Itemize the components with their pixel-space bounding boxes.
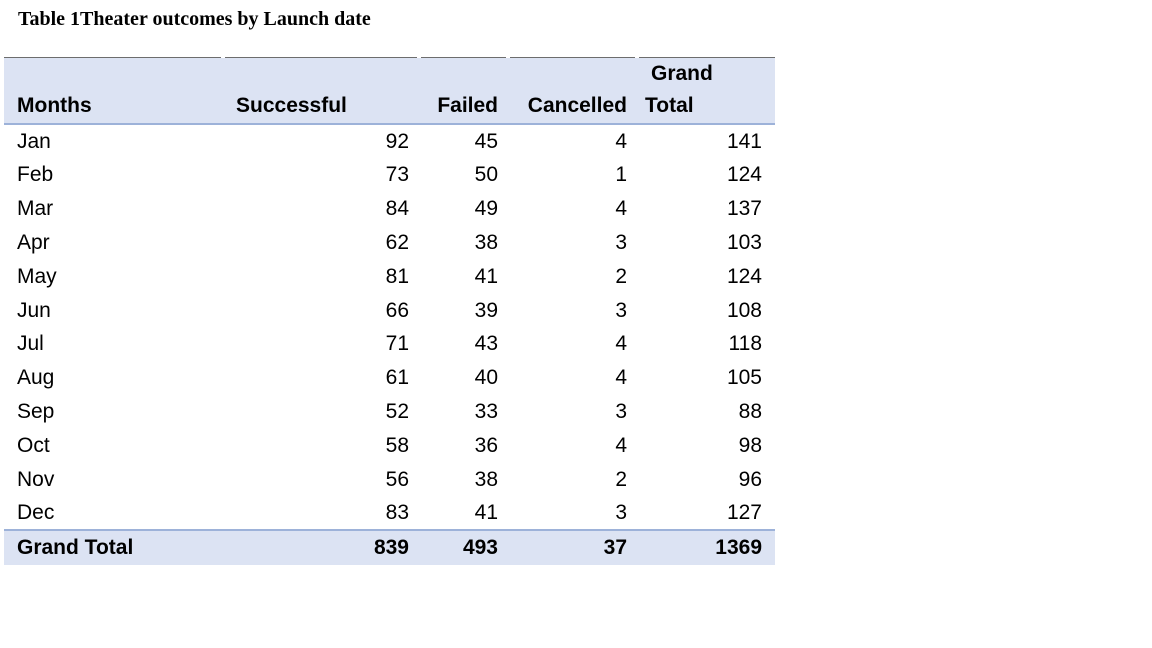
table-row: Jul 71 43 4 118 <box>4 327 775 361</box>
cell-successful: 83 <box>385 500 409 524</box>
table-row: Aug 61 40 4 105 <box>4 361 775 395</box>
grand-total-label: Grand Total <box>4 528 223 565</box>
cell-total: 137 <box>726 197 762 221</box>
header-row: Months Successful Failed Cancelled Grand… <box>4 58 775 125</box>
cell-successful: 61 <box>385 366 409 390</box>
cell-successful: 58 <box>385 433 409 457</box>
pivot-table: Months Successful Failed Cancelled Grand… <box>4 58 775 565</box>
cell-failed: 39 <box>474 298 498 322</box>
header-successful: Successful <box>223 58 419 125</box>
header-grand-total: Grand Total <box>637 58 775 125</box>
table-row: May 81 41 2 124 <box>4 259 775 293</box>
cell-month: Jul <box>17 332 44 356</box>
cell-successful: 62 <box>385 230 409 254</box>
table-row: Apr 62 38 3 103 <box>4 226 775 260</box>
table-row: Oct 58 36 4 98 <box>4 428 775 462</box>
cell-failed: 49 <box>474 197 498 221</box>
cell-month: Aug <box>17 366 55 390</box>
cell-cancelled: 3 <box>615 230 627 254</box>
cell-cancelled: 4 <box>615 433 627 457</box>
cell-month: Mar <box>17 197 54 221</box>
table-row: Dec 83 41 3 127 <box>4 496 775 530</box>
cell-failed: 50 <box>474 163 498 187</box>
cell-total: 124 <box>726 264 762 288</box>
cell-month: Dec <box>17 500 55 524</box>
table-row: Sep 52 33 3 88 <box>4 395 775 429</box>
table-row: Nov 56 38 2 96 <box>4 462 775 496</box>
cell-month: May <box>17 264 57 288</box>
cell-failed: 38 <box>474 467 498 491</box>
cell-month: Oct <box>17 433 50 457</box>
cell-failed: 33 <box>474 399 498 423</box>
header-grand-total-line1: Grand <box>651 62 713 85</box>
cell-cancelled: 4 <box>615 366 627 390</box>
cell-month: Feb <box>17 163 54 187</box>
cell-month: Sep <box>17 399 55 423</box>
header-failed: Failed <box>419 58 508 125</box>
cell-cancelled: 3 <box>615 399 627 423</box>
table-row: Jun 66 39 3 108 <box>4 293 775 327</box>
cell-successful: 73 <box>385 163 409 187</box>
table-row: Jan 92 45 4 141 <box>4 124 775 158</box>
cell-failed: 43 <box>474 332 498 356</box>
cell-month: Nov <box>17 467 55 491</box>
cell-failed: 41 <box>474 264 498 288</box>
cell-cancelled: 4 <box>615 197 627 221</box>
cell-total: 127 <box>726 500 762 524</box>
cell-total: 141 <box>726 130 762 153</box>
table-body: Jan 92 45 4 141 Feb 73 50 1 124 Mar 84 49 4 137 Apr 62 38… <box>4 124 775 530</box>
grand-total-row: Grand Total 839 493 37 1369 <box>4 528 775 565</box>
cell-total: 108 <box>726 298 762 322</box>
grand-total-failed: 493 <box>419 528 508 565</box>
cell-total: 118 <box>728 332 762 356</box>
cell-successful: 52 <box>385 399 409 423</box>
cell-failed: 41 <box>474 500 498 524</box>
cell-total: 105 <box>726 366 762 390</box>
cell-month: Apr <box>17 230 50 254</box>
cell-failed: 45 <box>474 130 498 153</box>
header-cancelled: Cancelled <box>508 58 637 125</box>
table-caption: Table 1Theater outcomes by Launch date <box>18 8 371 30</box>
cell-successful: 66 <box>385 298 409 322</box>
cell-total: 124 <box>726 163 762 187</box>
cell-failed: 36 <box>474 433 498 457</box>
grand-total-total: 1369 <box>637 528 775 565</box>
header-grand-total-line2: Total <box>645 94 694 117</box>
grand-total-successful: 839 <box>223 528 419 565</box>
cell-cancelled: 2 <box>615 264 627 288</box>
cell-total: 98 <box>738 433 762 457</box>
cell-successful: 84 <box>385 197 409 221</box>
cell-successful: 71 <box>385 332 409 356</box>
cell-month: Jan <box>17 130 51 153</box>
cell-cancelled: 2 <box>615 467 627 491</box>
cell-month: Jun <box>17 298 51 322</box>
cell-total: 88 <box>738 399 762 423</box>
cell-successful: 56 <box>385 467 409 491</box>
cell-successful: 92 <box>385 130 409 153</box>
cell-cancelled: 4 <box>615 130 627 153</box>
table-row: Feb 73 50 1 124 <box>4 158 775 192</box>
cell-failed: 40 <box>474 366 498 390</box>
grand-total-cancelled: 37 <box>508 528 637 565</box>
cell-cancelled: 1 <box>615 163 627 187</box>
table-row: Mar 84 49 4 137 <box>4 192 775 226</box>
cell-failed: 38 <box>474 230 498 254</box>
header-months: Months <box>4 58 223 125</box>
cell-cancelled: 3 <box>615 298 627 322</box>
cell-total: 103 <box>726 230 762 254</box>
cell-successful: 81 <box>385 264 409 288</box>
cell-total: 96 <box>738 467 762 491</box>
pivot-table-container: Months Successful Failed Cancelled Grand… <box>4 58 775 565</box>
cell-cancelled: 3 <box>615 500 627 524</box>
cell-cancelled: 4 <box>615 332 627 356</box>
